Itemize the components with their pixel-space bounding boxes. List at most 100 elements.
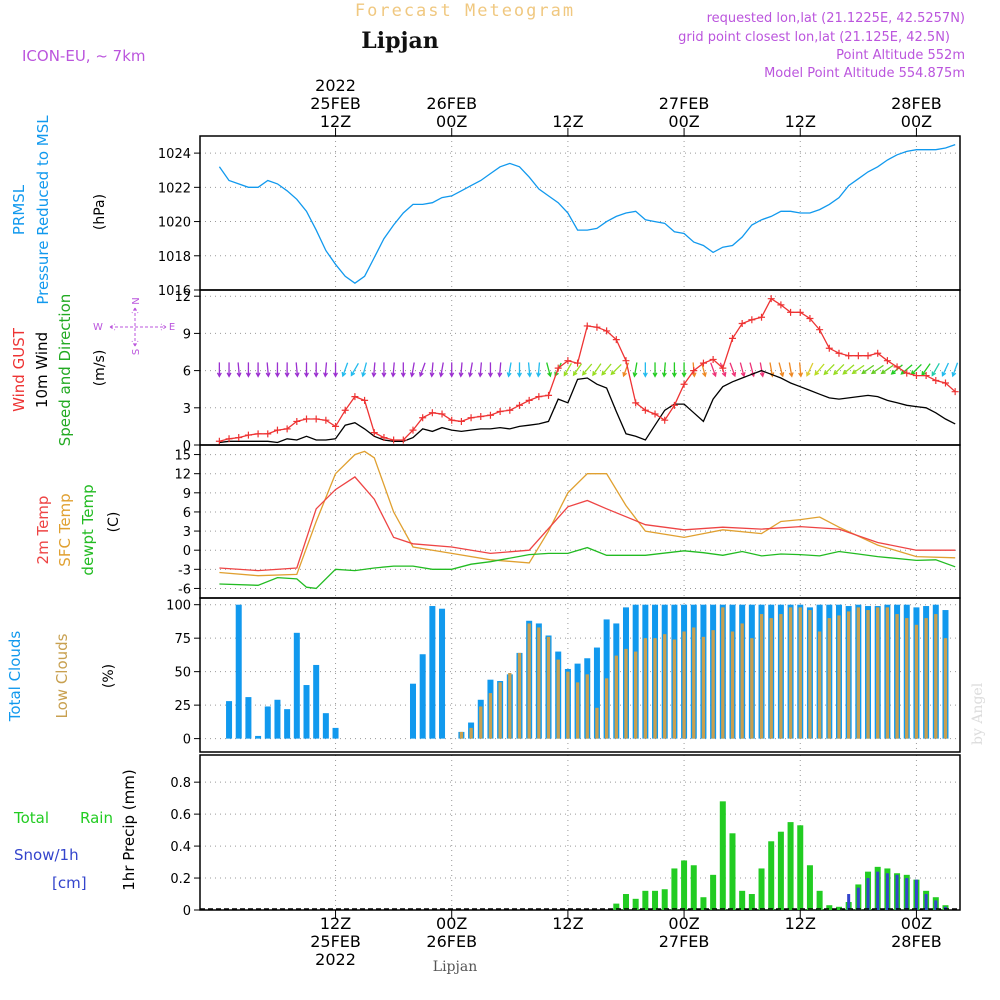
low-cloud-bar <box>711 630 715 739</box>
rain-bar <box>613 903 620 910</box>
wind-gust-marker <box>680 380 688 388</box>
y-tick-label: 1020 <box>158 216 191 231</box>
wind-gust-marker <box>525 396 533 404</box>
wind-direction-arrow <box>313 362 319 378</box>
panel-precip: 0 0.2 0.4 0.6 0.8 <box>170 754 961 919</box>
wind-gust-marker <box>690 367 698 375</box>
y-tick-label: 3 <box>183 525 191 540</box>
wind-gust-marker <box>612 336 620 344</box>
rain-bar <box>642 890 649 910</box>
wind-direction-arrow <box>581 363 593 376</box>
wind-gust-marker <box>738 319 746 327</box>
low-clouds-label: Low Clouds <box>53 633 71 718</box>
wind-direction-arrow <box>527 362 532 378</box>
wind-gust-marker <box>283 425 291 433</box>
wind-gust-marker <box>651 410 659 418</box>
compass-e-label: E <box>169 322 175 333</box>
total-cloud-bar <box>332 727 339 739</box>
snow-bar <box>876 871 880 910</box>
y-tick-label: 50 <box>174 666 191 681</box>
pressure-label-msl: Pressure Reduced to MSL <box>34 115 52 305</box>
wind-gust-marker <box>777 301 785 309</box>
clouds-unit: (%) <box>101 664 117 688</box>
y-tick-label: 25 <box>174 699 191 714</box>
wind-direction-arrow <box>487 362 493 378</box>
bottom-time-label: 00Z <box>668 914 699 933</box>
wind-10m-label: 10m Wind <box>33 332 51 408</box>
wind-direction-arrow <box>842 364 855 375</box>
y-tick-label: 6 <box>183 365 191 380</box>
total-cloud-bar <box>264 706 271 739</box>
snow-bar <box>905 878 909 910</box>
precip-total-label: Total <box>13 809 49 827</box>
low-cloud-bar <box>701 636 706 739</box>
low-cloud-bar <box>546 636 551 739</box>
total-cloud-bar <box>593 647 600 739</box>
wind-gust-marker <box>874 349 882 357</box>
bottom-time-label: 12Z <box>552 914 583 933</box>
rain-bar <box>816 890 823 910</box>
total-cloud-bar <box>245 697 252 739</box>
low-cloud-bar <box>614 655 618 739</box>
wind-direction-arrow <box>274 362 280 378</box>
panel-frame <box>199 754 961 911</box>
rain-bar <box>739 890 746 910</box>
rain-bar <box>758 868 765 910</box>
compass-n-label: N <box>131 297 142 304</box>
header: Forecast Meteogram Lipjan ICON-EU, ~ 7km… <box>22 1 965 81</box>
top-time-label: 12Z <box>785 112 816 131</box>
wind-direction-arrow <box>546 362 552 378</box>
wind-direction-arrow <box>941 362 950 377</box>
total-cloud-bar <box>284 709 291 739</box>
wind-direction-arrow <box>361 362 368 378</box>
precip-rain-label: Rain <box>80 809 113 827</box>
wind-gust-marker <box>322 416 330 424</box>
low-cloud-bar <box>827 618 831 739</box>
wind-gust-marker <box>390 436 398 444</box>
low-cloud-bar <box>556 659 560 739</box>
rain-bar <box>835 906 842 910</box>
rain-bar <box>719 801 726 910</box>
y-tick-label: 0 <box>183 439 191 454</box>
low-cloud-bar <box>575 682 580 739</box>
snow-bar <box>895 874 899 910</box>
wind-direction-arrow <box>536 362 542 378</box>
low-cloud-bar <box>740 623 744 739</box>
model-point-altitude: Model Point Altitude 554.875m <box>764 66 965 81</box>
low-cloud-bar <box>895 614 899 739</box>
wind-direction-arrow <box>458 362 464 378</box>
top-time-label: 00Z <box>436 112 467 131</box>
wind-direction-arrow <box>806 362 814 377</box>
top-time-label: 2022 <box>315 76 356 95</box>
low-cloud-bar <box>537 627 541 739</box>
top-time-label: 12Z <box>320 112 351 131</box>
total-cloud-bar <box>235 604 242 739</box>
wind-gust-marker <box>641 406 649 414</box>
wind-direction-arrow <box>833 363 845 376</box>
wind-gust-marker <box>922 372 930 380</box>
low-cloud-bar <box>856 607 860 739</box>
wind-gust-marker <box>941 379 949 387</box>
y-tick-label: 12 <box>174 290 191 305</box>
wind-gust-marker <box>302 415 310 423</box>
low-cloud-bar <box>459 731 464 739</box>
total-cloud-bar <box>409 683 416 739</box>
wind-gust-marker <box>593 323 601 331</box>
bottom-time-label: 2022 <box>315 950 356 969</box>
wind-direction-arrow <box>681 362 687 378</box>
wind-direction-arrow <box>572 363 583 377</box>
wind-direction-arrow <box>381 362 387 378</box>
wind-direction-arrow <box>851 364 865 375</box>
wind-direction-arrow <box>255 362 261 378</box>
wind-gust-marker <box>699 359 707 367</box>
panel-frame <box>199 135 961 291</box>
y-tick-label: 75 <box>174 632 191 647</box>
rain-bar <box>710 874 717 910</box>
wind-gust-marker <box>293 417 301 425</box>
wind-gust-marker <box>477 412 485 420</box>
wind-direction-arrow <box>870 364 884 375</box>
low-cloud-bar <box>837 615 841 739</box>
wind-gust-marker <box>787 308 795 316</box>
wind-gust-label: Wind GUST <box>10 327 28 412</box>
wind-direction-arrow <box>517 362 522 378</box>
